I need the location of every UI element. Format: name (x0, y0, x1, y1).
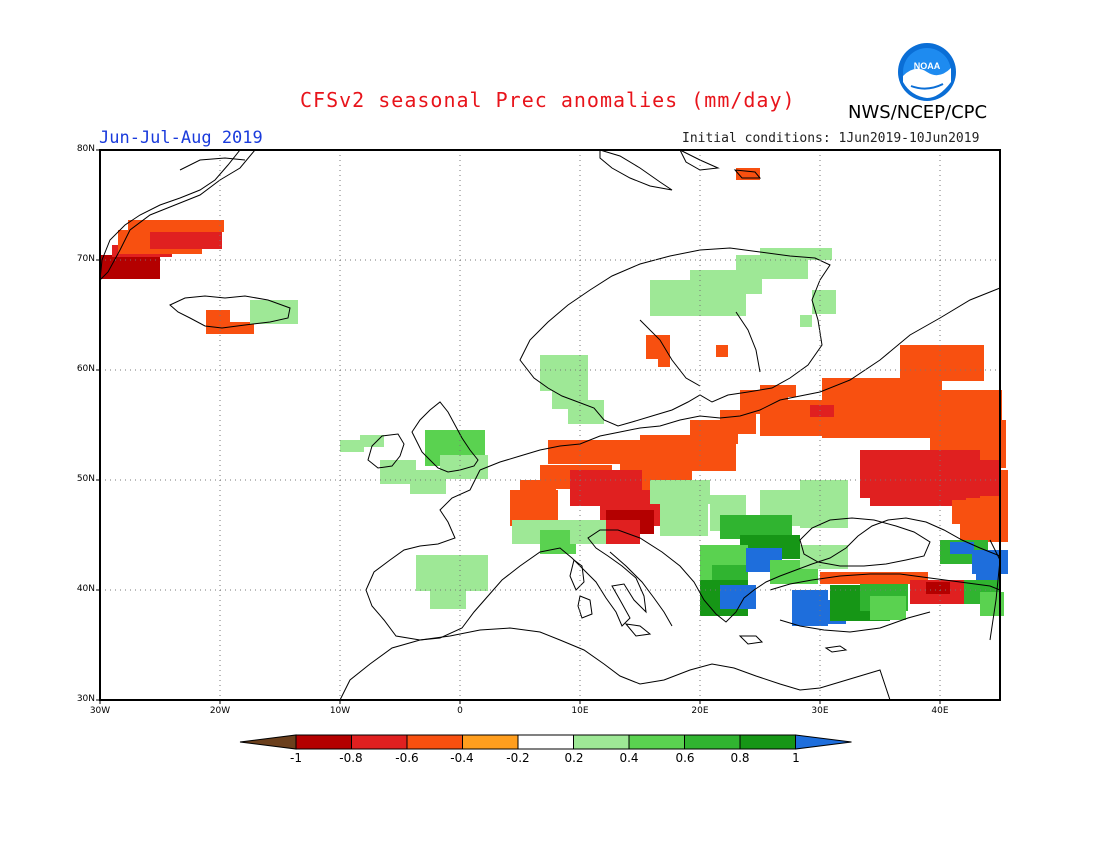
anomaly-cell (870, 596, 906, 620)
lon-label: 20W (209, 706, 231, 716)
lon-label: 30E (811, 706, 829, 716)
lon-label: 40E (931, 706, 949, 716)
anomaly-cell (250, 300, 298, 324)
anomaly-cell (128, 220, 224, 232)
anomaly-cell (520, 480, 556, 504)
anomaly-cell (800, 315, 812, 327)
lat-label: 70N (76, 254, 95, 264)
lat-label: 40N (76, 584, 95, 594)
anomaly-cell (820, 572, 892, 584)
anomaly-cell (810, 405, 834, 417)
anomaly-cell (760, 385, 796, 397)
graticule (100, 150, 1000, 700)
anomaly-cell (568, 400, 604, 424)
map-frame (99, 149, 1001, 701)
anomaly-cell (100, 255, 160, 279)
colorbar-tick-label: 0.4 (619, 751, 639, 765)
agency-label: NWS/NCEP/CPC (848, 102, 988, 123)
anomaly-cell (720, 585, 756, 609)
logo-text: NOAA (914, 61, 941, 71)
lon-label: 10E (571, 706, 589, 716)
lat-label: 50N (76, 474, 95, 484)
anomaly-cell (570, 520, 606, 544)
lon-label: 10W (329, 706, 351, 716)
anomaly-cell (800, 480, 848, 528)
colorbar-tick-label: 0.6 (675, 751, 695, 765)
colorbar-tick-label: 1 (792, 751, 800, 765)
anomaly-cells (100, 168, 1008, 626)
anomaly-cell (658, 355, 670, 367)
map-title: CFSv2 seasonal Prec anomalies (mm/day) (300, 88, 796, 112)
colorbar-tick-label: -0.6 (395, 751, 419, 765)
lon-label: 30W (89, 706, 111, 716)
lat-label: 30N (76, 694, 95, 704)
anomaly-cell (950, 542, 974, 554)
colorbar-tick-label: 0.8 (730, 751, 750, 765)
anomaly-cell (760, 248, 832, 260)
anomaly-cell (822, 378, 942, 438)
colorbar-tick-label: 0.2 (564, 751, 584, 765)
anomaly-cell (340, 440, 364, 452)
anomaly-cell (940, 460, 1000, 496)
anomaly-cell (926, 582, 950, 594)
anomaly-cell (716, 345, 728, 357)
lon-label: 20E (691, 706, 709, 716)
lat-label: 80N (76, 144, 95, 154)
noaa-logo: NOAA (897, 42, 957, 102)
anomaly-cell (900, 345, 984, 381)
anomaly-cell (952, 500, 1000, 524)
season-label: Jun-Jul-Aug 2019 (99, 128, 263, 148)
initial-conditions-label: Initial conditions: 1Jun2019-10Jun2019 (682, 131, 980, 146)
anomaly-cell (548, 440, 644, 464)
colorbar-tick-label: -1 (290, 751, 302, 765)
anomaly-cell (430, 585, 466, 609)
coastlines (99, 148, 1001, 701)
anomaly-cell (440, 455, 488, 479)
colorbar-tick-label: -0.8 (339, 751, 363, 765)
colorbar-tick-label: -0.2 (506, 751, 530, 765)
anomaly-cell (812, 290, 836, 314)
anomaly-cell (660, 500, 708, 536)
lat-label: 60N (76, 364, 95, 374)
anomaly-cell (360, 435, 384, 447)
colorbar-tick-label: -0.4 (450, 751, 474, 765)
lon-label: 0 (457, 706, 463, 716)
